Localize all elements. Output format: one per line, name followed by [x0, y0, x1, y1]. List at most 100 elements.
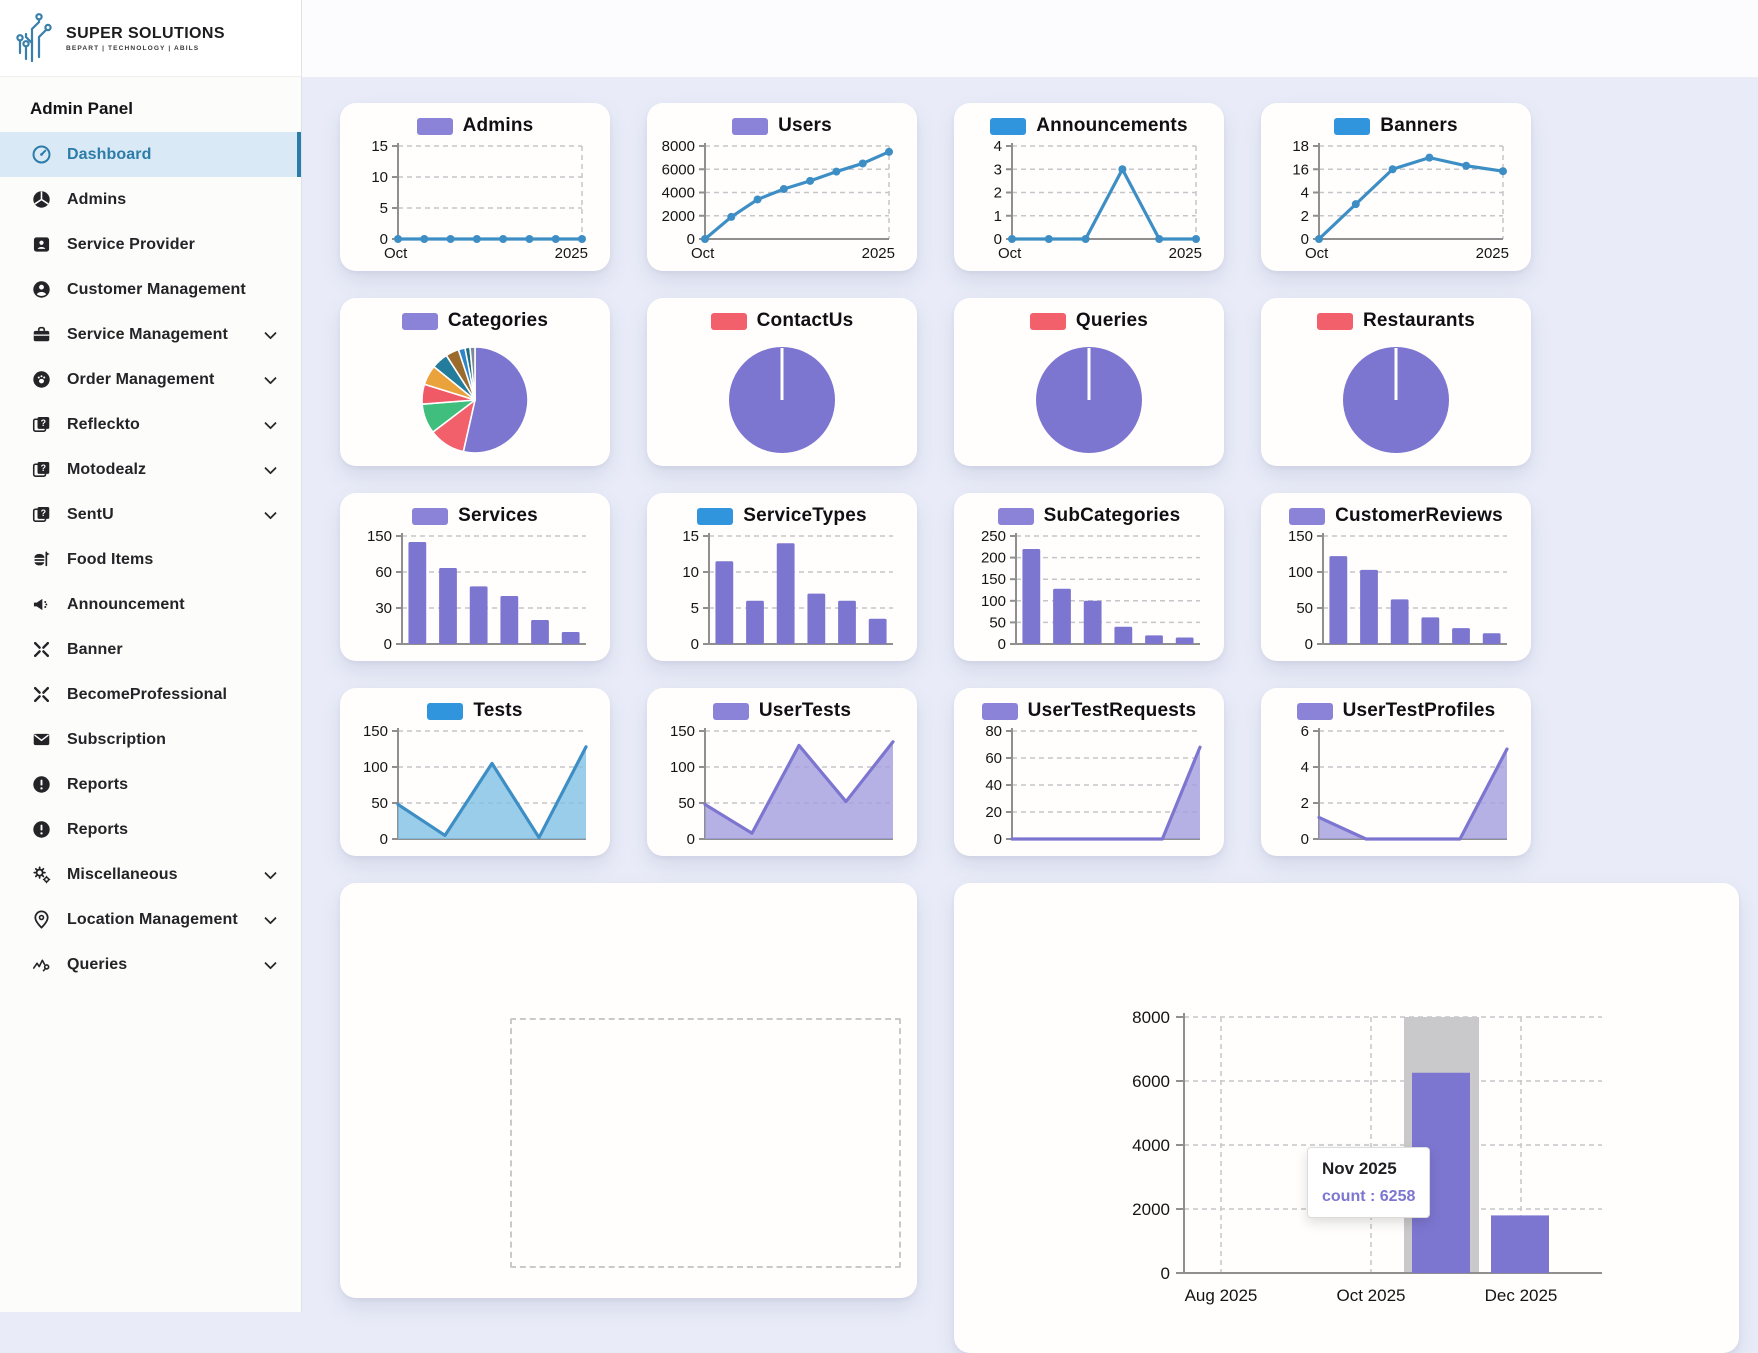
sidebar-item-label: Location Management — [67, 910, 238, 928]
sidebar-item-miscellaneous[interactable]: Miscellaneous — [0, 852, 301, 897]
sidebar-item-service-management[interactable]: Service Management — [0, 312, 301, 357]
sidebar-item-banner[interactable]: Banner — [0, 627, 301, 672]
banners-chart[interactable]: 0 2 4 16 18 Oct 2025 — [1273, 139, 1519, 263]
x-tick-label: 2025 — [1476, 245, 1509, 262]
paw-icon — [30, 369, 52, 391]
sidebar-item-subscription[interactable]: Subscription — [0, 717, 301, 762]
chart-area: 0 5 10 15 — [659, 529, 905, 653]
burst-icon — [30, 684, 52, 706]
sidebar-item-becomeprofessional[interactable]: BecomeProfessional — [0, 672, 301, 717]
chart-title: UserTestProfiles — [1342, 700, 1496, 721]
sidebar-item-label: Order Management — [67, 370, 215, 388]
users-chart[interactable]: 0 2000 4000 6000 8000 Oct 2025 — [659, 139, 905, 263]
sidebar-item-reports[interactable]: Reports — [0, 762, 301, 807]
sidebar-item-admins[interactable]: Admins — [0, 177, 301, 222]
chart-card-usertests: UserTests 0 50 100 150 — [647, 688, 917, 856]
chart-card-header: Categories — [352, 308, 598, 334]
sidebar-item-queries[interactable]: Queries — [0, 942, 301, 987]
y-tick-label: 150 — [363, 724, 388, 740]
sidebar-nav: Dashboard Admins Service Provider Customer … — [0, 132, 301, 987]
chart-area: 0 50 100 150 — [1273, 529, 1519, 653]
sidebar-item-label: Service Management — [67, 325, 228, 343]
sidebar-item-label: Banner — [67, 640, 123, 658]
chart-card-tests: Tests 0 50 100 150 — [340, 688, 610, 856]
chart-card-header: Admins — [352, 113, 598, 139]
sidebar-item-dashboard[interactable]: Dashboard — [0, 132, 301, 177]
monthly-count-chart[interactable]: 0 2000 4000 6000 8000 Aug 2025 Oct 2025 Dec 202… — [954, 883, 1739, 1353]
layers-question-icon: ? — [30, 459, 52, 481]
food-tray-icon — [30, 549, 52, 571]
usertestprofiles-chart[interactable]: 0 2 4 6 — [1273, 724, 1519, 848]
y-tick-label: 150 — [670, 724, 695, 740]
tests-chart[interactable]: 0 50 100 150 — [352, 724, 598, 848]
sidebar-item-reports-2[interactable]: Reports — [0, 807, 301, 852]
y-tick-label: 8000 — [662, 139, 695, 155]
announcements-chart[interactable]: 0 1 2 3 4 Oct 2025 — [966, 139, 1212, 263]
chart-title: Banners — [1380, 115, 1458, 136]
y-tick-label: 2000 — [1132, 1200, 1170, 1219]
sidebar-item-order-management[interactable]: Order Management — [0, 357, 301, 402]
sidebar-item-refleckto[interactable]: ? Refleckto — [0, 402, 301, 447]
y-tick-label: 2 — [1301, 208, 1309, 225]
chart-area: 0 20 40 60 80 — [966, 724, 1212, 848]
y-tick-label: 150 — [1288, 529, 1313, 545]
restaurants-chart[interactable] — [1273, 334, 1519, 458]
pie-chart-icon — [30, 189, 52, 211]
chart-card-header: Announcements — [966, 113, 1212, 139]
chart-title: Tests — [473, 700, 523, 721]
sidebar-item-label: Reports — [67, 820, 129, 838]
usertests-chart[interactable]: 0 50 100 150 — [659, 724, 905, 848]
sidebar-item-announcement[interactable]: Announcement — [0, 582, 301, 627]
y-tick-label: 40 — [985, 777, 1002, 794]
location-pin-icon — [30, 909, 52, 931]
chart-card-header: Restaurants — [1273, 308, 1519, 334]
chart-area — [352, 334, 598, 458]
sidebar-item-label: Subscription — [67, 730, 166, 748]
usertestrequests-chart[interactable]: 0 20 40 60 80 — [966, 724, 1212, 848]
chart-card-banners: Banners 0 2 4 16 18 Oct 2025 — [1261, 103, 1531, 271]
queries-chart[interactable] — [966, 334, 1212, 458]
svg-text:?: ? — [40, 418, 45, 428]
gears-icon — [30, 864, 52, 886]
x-tick-label: 2025 — [555, 245, 588, 262]
chart-title: SubCategories — [1043, 505, 1181, 526]
logo-icon — [12, 13, 56, 63]
sidebar-item-sentu[interactable]: ? SentU — [0, 492, 301, 537]
subcategories-chart[interactable]: 0 50 100 150 200 250 — [966, 529, 1212, 653]
services-chart[interactable]: 0 30 60 150 — [352, 529, 598, 653]
y-tick-label: 2000 — [662, 208, 695, 225]
sidebar-item-label: Announcement — [67, 595, 185, 613]
y-tick-label: 150 — [367, 529, 392, 545]
sidebar-item-motodealz[interactable]: ? Motodealz — [0, 447, 301, 492]
sidebar-item-food-items[interactable]: Food Items — [0, 537, 301, 582]
y-tick-label: 100 — [363, 759, 388, 776]
sidebar-item-service-provider[interactable]: Service Provider — [0, 222, 301, 267]
contactus-chart[interactable] — [659, 334, 905, 458]
servicetypes-chart[interactable]: 0 5 10 15 — [659, 529, 905, 653]
sidebar-item-customer-management[interactable]: Customer Management — [0, 267, 301, 312]
y-tick-label: 2 — [994, 185, 1002, 202]
customerreviews-chart[interactable]: 0 50 100 150 — [1273, 529, 1519, 653]
admins-chart[interactable]: 0 5 10 15 Oct 2025 — [352, 139, 598, 263]
chart-tooltip: Nov 2025 count : 6258 — [1307, 1147, 1431, 1218]
y-tick-label: 0 — [691, 636, 699, 653]
sidebar-item-label: Queries — [67, 955, 128, 973]
chart-card-categories: Categories — [340, 298, 610, 466]
y-tick-label: 2 — [1301, 795, 1309, 812]
chart-card-users: Users 0 2000 4000 6000 8000 Oct 2025 — [647, 103, 917, 271]
legend-swatch — [990, 117, 1027, 135]
charts-grid: Admins 0 5 10 15 Oct 2025 Users 0 2000 4000 6000 800… — [340, 103, 1758, 856]
chart-card-usertestrequests: UserTestRequests 0 20 40 60 80 — [954, 688, 1224, 856]
sidebar: SUPER SOLUTIONS BEPART | TECHNOLOGY | AB… — [0, 0, 302, 1312]
empty-chart-placeholder — [510, 1018, 901, 1268]
x-tick-label: 2025 — [1169, 245, 1202, 262]
y-tick-label: 0 — [380, 831, 388, 848]
empty-chart-card — [340, 883, 917, 1298]
categories-chart[interactable] — [352, 334, 598, 458]
y-tick-label: 0 — [1301, 831, 1309, 848]
sidebar-item-location-management[interactable]: Location Management — [0, 897, 301, 942]
id-card-icon — [30, 234, 52, 256]
briefcase-icon — [30, 324, 52, 346]
x-tick-label: Oct — [691, 245, 715, 262]
logo-text: SUPER SOLUTIONS BEPART | TECHNOLOGY | AB… — [66, 25, 225, 52]
